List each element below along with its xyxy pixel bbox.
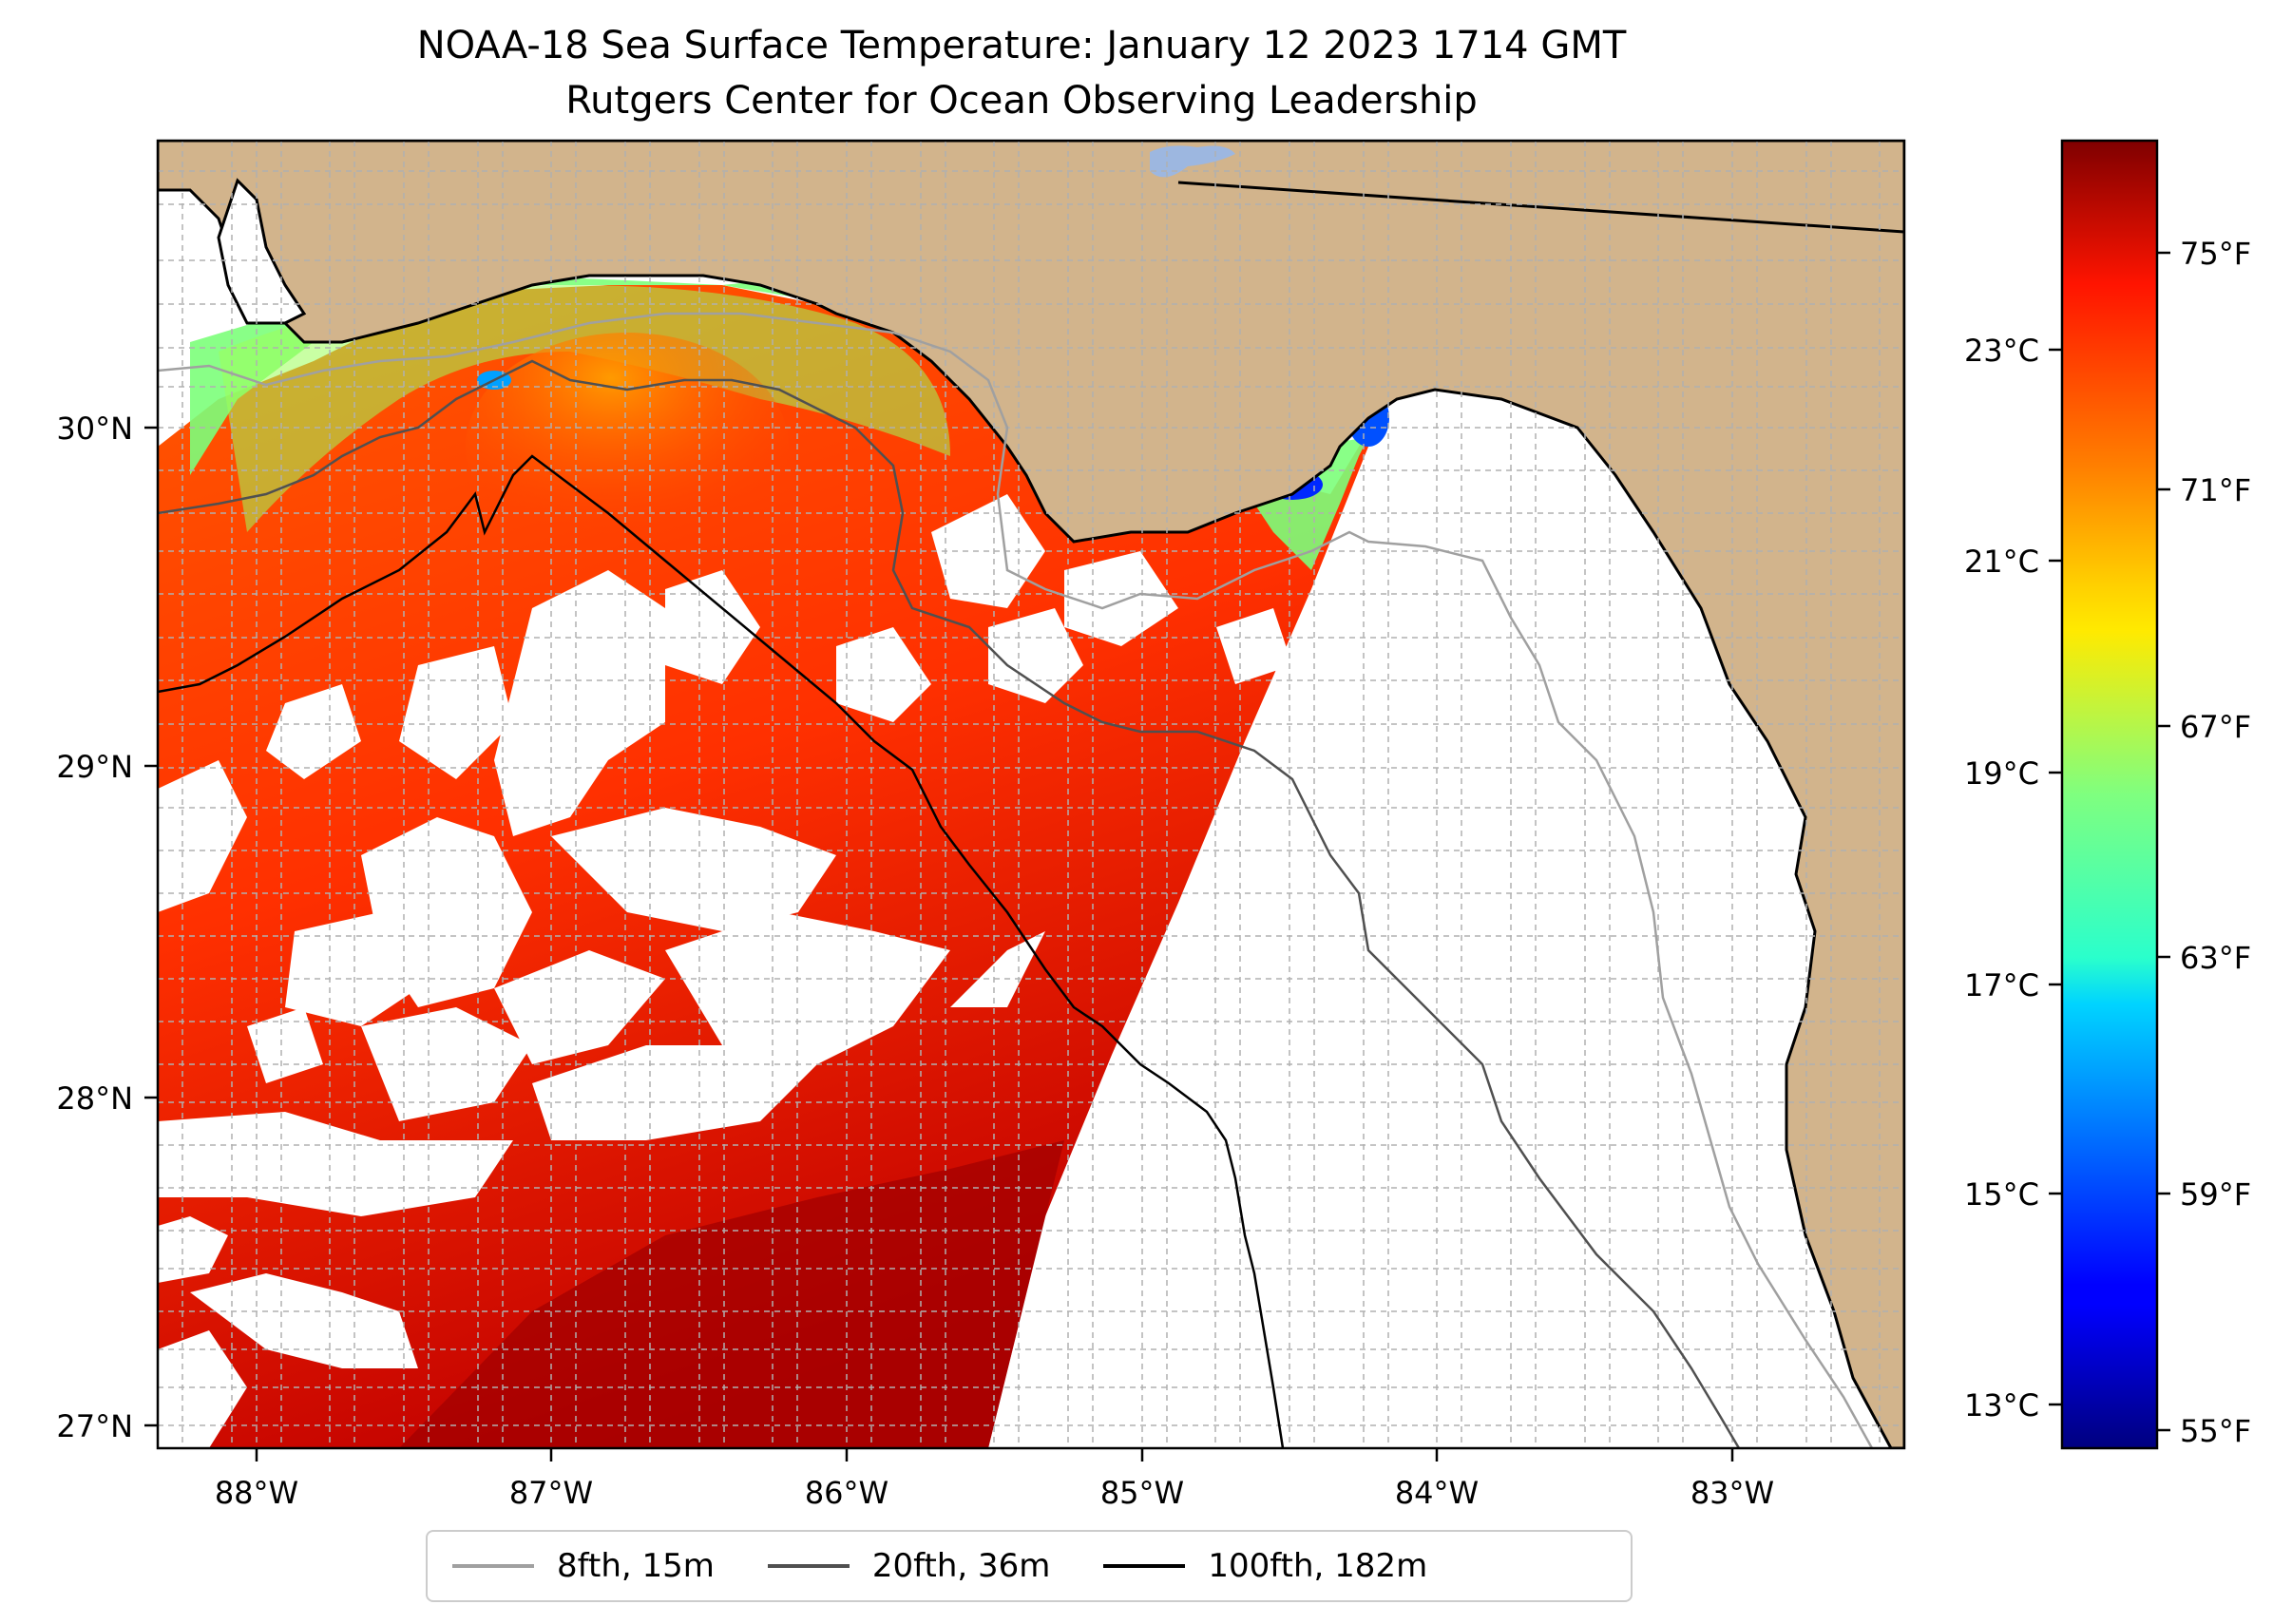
y-tick-label: 28°N	[56, 1080, 133, 1117]
colorbar-f-label: 75°F	[2180, 236, 2251, 272]
map-gridlines	[158, 141, 1904, 1448]
isobath-20fth	[158, 359, 1741, 1448]
x-tick-label: 88°W	[215, 1475, 298, 1511]
y-tick-label: 30°N	[56, 411, 133, 447]
map-subtitle: Rutgers Center for Ocean Observing Leade…	[565, 79, 1478, 123]
colorbar-c-label: 23°C	[1964, 333, 2039, 369]
isobath-legend: 8fth, 15m 20fth, 36m 100fth, 182m	[426, 1530, 1633, 1602]
x-tick-label: 84°W	[1395, 1475, 1479, 1511]
legend-label: 8fth, 15m	[557, 1547, 715, 1585]
colorbar	[2060, 139, 2159, 1450]
x-tick-label: 85°W	[1100, 1475, 1184, 1511]
y-tick-label: 27°N	[56, 1408, 133, 1444]
x-tick-label: 86°W	[805, 1475, 888, 1511]
legend-item-100fth: 100fth, 182m	[1103, 1547, 1427, 1585]
colorbar-c-label: 19°C	[1964, 755, 2039, 792]
legend-swatch	[1103, 1564, 1186, 1568]
colorbar-c-label: 15°C	[1964, 1176, 2039, 1213]
colorbar-ticks	[2049, 251, 2170, 1432]
sst-warm-eddy	[466, 333, 789, 561]
lake	[1150, 145, 1235, 178]
colorbar-c-label: 13°C	[1964, 1387, 2039, 1423]
legend-item-20fth: 20fth, 36m	[767, 1547, 1051, 1585]
legend-label: 20fth, 36m	[871, 1547, 1051, 1585]
colorbar-f-label: 71°F	[2180, 472, 2251, 508]
sst-warm-core	[399, 1140, 1064, 1448]
mobile-bay	[217, 178, 307, 325]
legend-item-8fth: 8fth, 15m	[452, 1547, 715, 1585]
colorbar-f-label: 63°F	[2180, 940, 2251, 976]
colorbar-f-label: 67°F	[2180, 709, 2251, 745]
axis-ticks	[144, 426, 1734, 1462]
x-tick-label: 87°W	[509, 1475, 593, 1511]
colorbar-f-label: 59°F	[2180, 1176, 2251, 1213]
colorbar-c-label: 17°C	[1964, 967, 2039, 1003]
sst-transition-band	[219, 285, 950, 532]
map-title: NOAA-18 Sea Surface Temperature: January…	[416, 24, 1627, 67]
y-tick-label: 29°N	[56, 749, 133, 785]
isobath-100fth	[158, 454, 1285, 1448]
land-mass	[158, 141, 1904, 1448]
x-tick-label: 83°W	[1690, 1475, 1774, 1511]
map-content	[158, 141, 1904, 1448]
map-frame	[156, 139, 1906, 1450]
state-boundary	[1177, 181, 1904, 234]
legend-swatch	[767, 1564, 850, 1568]
isobath-8fth	[158, 312, 1874, 1448]
colorbar-c-label: 21°C	[1964, 544, 2039, 580]
legend-swatch	[452, 1564, 534, 1568]
colorbar-f-label: 55°F	[2180, 1413, 2251, 1449]
legend-label: 100fth, 182m	[1208, 1547, 1428, 1585]
